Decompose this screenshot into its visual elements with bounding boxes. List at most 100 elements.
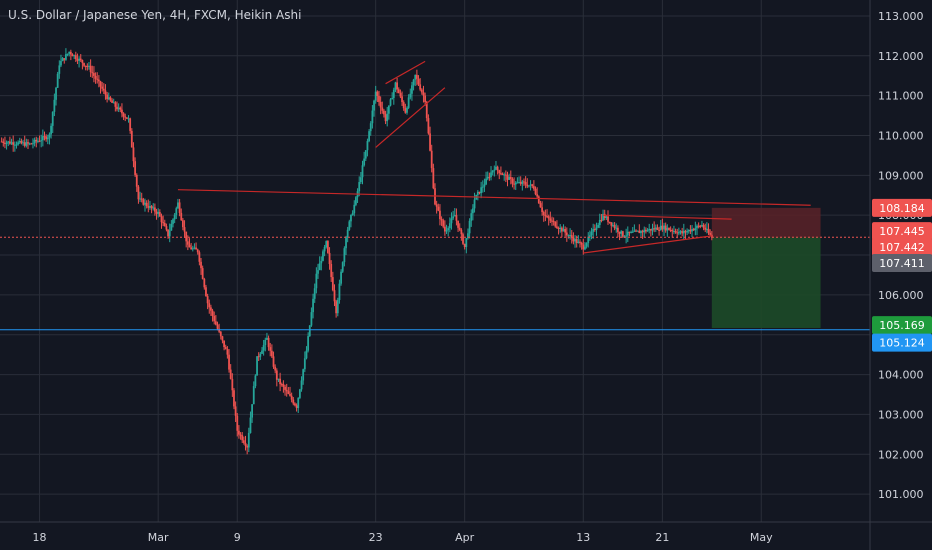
candle-body (213, 315, 216, 322)
candle-body (500, 173, 502, 175)
candle-body (25, 142, 28, 146)
candle-body (345, 237, 347, 249)
candle-body (669, 230, 672, 232)
candle-body (677, 232, 680, 234)
candle-body (178, 202, 181, 213)
grid (0, 0, 870, 522)
candle-body (277, 378, 280, 380)
candle-body (560, 227, 563, 232)
candle-body (709, 232, 712, 235)
candle-body (465, 238, 468, 248)
candle-body (584, 246, 586, 250)
candle-body (109, 97, 112, 101)
candles (0, 48, 713, 455)
candle-body (127, 118, 130, 120)
candle-body (40, 140, 43, 142)
candle-body (246, 446, 249, 448)
x-tick-label: 18 (33, 531, 47, 544)
candle-body (409, 93, 412, 98)
candle-body (633, 230, 636, 232)
price-badge-label: 108.184 (879, 202, 925, 215)
candle-body (638, 230, 641, 234)
take-profit-zone (711, 237, 821, 328)
candle-body (364, 150, 367, 159)
candle-body (266, 337, 268, 340)
candle-body (429, 133, 431, 151)
x-tick-label: 23 (369, 531, 383, 544)
candle-body (355, 197, 357, 205)
candle-body (36, 140, 39, 142)
candle-body (450, 218, 453, 224)
candle-body (595, 227, 598, 230)
candle-body (270, 350, 273, 357)
candle-body (682, 230, 685, 234)
candle-body (157, 212, 160, 214)
candle-body (511, 178, 514, 184)
y-tick-label: 101.000 (878, 488, 924, 501)
stop-loss-zone (711, 207, 821, 238)
candle-body (534, 188, 537, 195)
candle-body (532, 186, 535, 189)
candle-body (452, 216, 455, 219)
candle-body (60, 60, 62, 66)
candle-body (640, 231, 642, 234)
candle-body (467, 233, 469, 239)
candle-body (668, 227, 670, 231)
candle-body (125, 117, 128, 119)
candle-body (439, 210, 441, 220)
candle-body (605, 216, 608, 218)
price-badge-label: 107.411 (879, 257, 925, 270)
candle-body (140, 198, 143, 200)
candle-body (493, 169, 496, 171)
candle-body (191, 248, 194, 250)
candle-body (620, 231, 623, 234)
candle-body (389, 99, 392, 106)
candle-body (71, 54, 74, 57)
candle-body (488, 176, 491, 178)
candle-body (198, 252, 201, 262)
candle-body (119, 107, 122, 110)
candle-body (523, 181, 525, 183)
candle-body (551, 220, 553, 222)
candle-body (612, 225, 614, 227)
candle-body (130, 130, 133, 148)
candle-body (20, 140, 23, 144)
candle-body (661, 225, 664, 230)
candle-body (485, 178, 487, 185)
candle-body (10, 142, 13, 144)
candle-body (241, 435, 244, 441)
candle-body (172, 219, 174, 224)
candle-body (170, 223, 173, 231)
candle-body (94, 75, 97, 79)
candle-body (76, 58, 79, 61)
candle-body (294, 403, 296, 406)
candle-body (448, 223, 451, 229)
candle-body (495, 166, 497, 170)
price-badge-label: 105.169 (879, 319, 925, 332)
candle-body (556, 226, 558, 228)
candle-body (496, 166, 499, 171)
candle-body (689, 229, 692, 232)
candle-body (224, 347, 227, 350)
candle-body (257, 356, 260, 358)
candle-body (615, 227, 618, 229)
position-zones[interactable] (711, 207, 821, 328)
candle-body (58, 65, 61, 74)
candle-body (97, 79, 100, 82)
candle-body (272, 356, 275, 367)
candle-body (162, 222, 165, 224)
drawings[interactable] (0, 60, 870, 331)
candle-body (348, 221, 351, 230)
candle-body (45, 136, 48, 140)
candle-body (359, 177, 362, 183)
candle-body (229, 369, 232, 379)
candle-body (394, 82, 397, 90)
candle-body (336, 300, 339, 314)
candle-body (322, 251, 324, 261)
candle-body (4, 142, 6, 144)
candle-body (608, 221, 611, 223)
candle-body (565, 232, 568, 236)
candle-body (353, 204, 356, 214)
candle-body (55, 87, 57, 100)
